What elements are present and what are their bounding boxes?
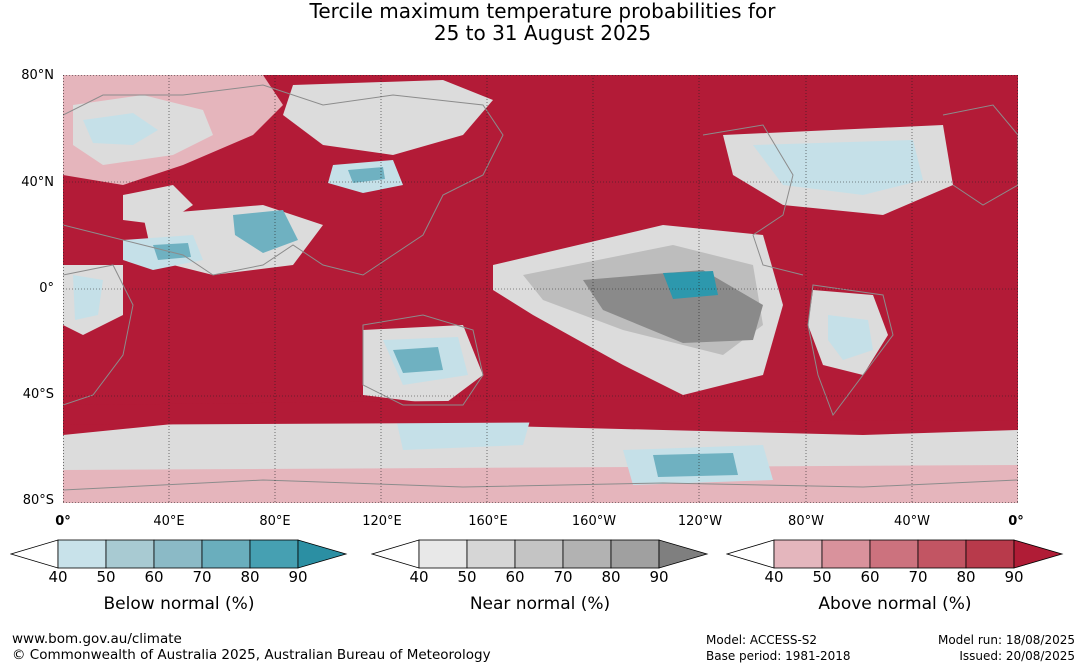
title-line-2: 25 to 31 August 2025	[433, 21, 652, 45]
colorbar-below-normal	[10, 539, 348, 569]
lat-label-80n: 80°N	[21, 68, 54, 83]
colorbar-tick-label: 80	[956, 568, 976, 586]
region-pacific-near-dark	[583, 270, 763, 343]
colorbar-extend-low	[371, 539, 420, 569]
lat-label-40n: 40°N	[21, 175, 54, 190]
coastline-africa	[63, 264, 134, 406]
lon-label-40e: 40°E	[153, 514, 185, 529]
region-canada-below	[83, 113, 158, 145]
colorbar-bin-60	[514, 539, 564, 569]
region-antarctic-pale	[63, 465, 1018, 503]
colorbar-bin-40	[418, 539, 468, 569]
colorbar-title-below: Below normal (%)	[103, 594, 255, 614]
colorbar-tick-label: 60	[144, 568, 164, 586]
colorbar-title-near: Near normal (%)	[469, 594, 611, 614]
graticule	[63, 75, 1018, 503]
colorbar-bin-40	[773, 539, 823, 569]
lat-label-80s: 80°S	[22, 493, 54, 508]
footer-issued: Issued: 20/08/2025	[959, 649, 1075, 663]
footer-base-period: Base period: 1981-2018	[706, 649, 851, 663]
colorbar-tick-label: 70	[553, 568, 573, 586]
colorbar-bin-60	[153, 539, 203, 569]
colorbar-bin-70	[917, 539, 967, 569]
colorbar-near-normal	[371, 539, 709, 569]
coastline-europe	[942, 104, 1018, 206]
colorbar-bin-50	[466, 539, 516, 569]
region-south-pacific-below-mid	[653, 453, 738, 477]
region-central-asia-below	[233, 210, 298, 253]
colorbar-bin-50	[105, 539, 155, 569]
colorbar-tick-label: 40	[409, 568, 429, 586]
footer-model: Model: ACCESS-S2	[706, 633, 818, 647]
lat-label-40s: 40°S	[22, 387, 54, 402]
colorbar-extend-high	[1013, 539, 1064, 569]
colorbar-extend-low	[726, 539, 775, 569]
colorbar-tick-label: 80	[240, 568, 260, 586]
region-arabia-below-mid	[153, 243, 191, 260]
footer-model-run: Model run: 18/08/2025	[937, 633, 1075, 647]
lon-label-40w: 40°W	[894, 514, 930, 529]
colorbar-tick-label: 50	[96, 568, 116, 586]
region-southern-above-band	[63, 395, 1018, 425]
lon-label-160e: 160°E	[468, 514, 508, 529]
footer-url[interactable]: www.bom.gov.au/climate	[12, 631, 182, 647]
region-australia-below-mid	[393, 347, 443, 373]
probability-map	[63, 75, 1018, 503]
colorbar-title-above: Above normal (%)	[818, 594, 972, 614]
colorbar-above-normal	[726, 539, 1064, 569]
colorbar-bin-50	[821, 539, 871, 569]
lat-label-0: 0°	[39, 281, 54, 296]
map-title: Tercile maximum temperature probabilitie…	[0, 0, 1085, 44]
colorbar-bin-80	[249, 539, 299, 569]
coastline-north-america	[702, 124, 804, 276]
coastline-south-america	[807, 284, 894, 417]
colorbar-tick-label: 60	[505, 568, 525, 586]
colorbar-tick-label: 90	[1004, 568, 1024, 586]
coastline-eurasia	[63, 84, 504, 276]
colorbar-extend-low	[10, 539, 59, 569]
colorbar-bin-80	[965, 539, 1015, 569]
colorbar-bin-60	[869, 539, 919, 569]
colorbar-tick-label: 80	[601, 568, 621, 586]
colorbar-bin-70	[201, 539, 251, 569]
colorbar-extend-high	[658, 539, 709, 569]
colorbar-tick-label: 90	[288, 568, 308, 586]
colorbar-tick-label: 60	[860, 568, 880, 586]
region-siberia-near	[283, 80, 493, 155]
lon-label-80e: 80°E	[259, 514, 291, 529]
colorbar-tick-label: 70	[908, 568, 928, 586]
colorbar-bin-80	[610, 539, 660, 569]
colorbar-bin-70	[562, 539, 612, 569]
lon-label-0-east: 0°	[1008, 514, 1024, 529]
lon-label-120w: 120°W	[677, 514, 723, 529]
colorbar-bin-40	[57, 539, 107, 569]
colorbar-tick-label: 40	[48, 568, 68, 586]
colorbar-tick-label: 50	[457, 568, 477, 586]
lon-label-80w: 80°W	[788, 514, 824, 529]
coastline-australia	[362, 314, 484, 406]
colorbar-tick-label: 90	[649, 568, 669, 586]
coastlines	[63, 84, 1018, 491]
footer-copyright: © Commonwealth of Australia 2025, Austra…	[12, 647, 491, 663]
map-canvas	[63, 75, 1018, 503]
lon-label-160w: 160°W	[571, 514, 617, 529]
region-europe-below	[753, 140, 923, 195]
lon-label-0: 0°	[55, 514, 71, 529]
colorbar-tick-label: 40	[764, 568, 784, 586]
colorbar-extend-high	[297, 539, 348, 569]
colorbar-tick-label: 70	[192, 568, 212, 586]
coastline-antarctica	[63, 479, 1018, 491]
title-line-1: Tercile maximum temperature probabilitie…	[309, 0, 776, 23]
region-africa-below	[73, 275, 103, 320]
region-asia-below-mid	[348, 167, 385, 183]
region-pacific-below	[663, 271, 718, 299]
colorbar-tick-label: 50	[812, 568, 832, 586]
lon-label-120e: 120°E	[362, 514, 402, 529]
region-south-america-below	[828, 315, 873, 360]
